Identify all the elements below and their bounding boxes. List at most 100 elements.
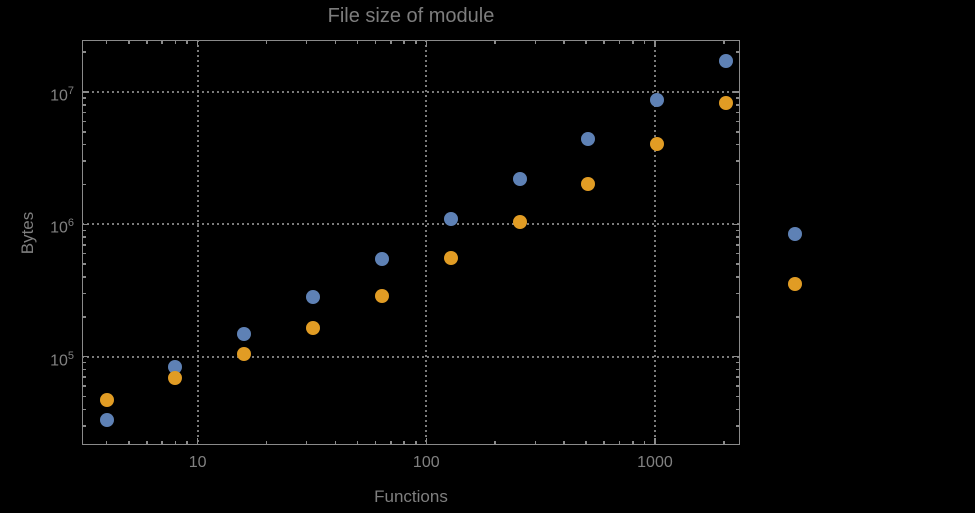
tick-mark	[82, 263, 86, 265]
tick-mark	[390, 40, 392, 44]
tick-mark	[736, 385, 740, 387]
tick-mark	[736, 263, 740, 265]
tick-mark	[82, 355, 89, 358]
tick-mark	[186, 441, 188, 445]
tick-mark	[736, 51, 740, 53]
data-point-series_blue-256	[512, 172, 527, 187]
tick-mark	[374, 40, 377, 44]
tick-mark	[632, 441, 634, 445]
tick-mark	[585, 40, 587, 44]
tick-mark	[736, 408, 740, 410]
data-point-series_blue-128	[443, 211, 458, 226]
x-tick-label: 1000	[637, 454, 673, 471]
tick-mark	[374, 441, 377, 445]
tick-mark	[733, 355, 740, 358]
tick-mark	[334, 441, 337, 445]
plot-area	[82, 40, 740, 445]
tick-mark	[196, 438, 199, 445]
tick-mark	[161, 40, 163, 44]
tick-mark	[585, 441, 587, 445]
tick-mark	[736, 143, 740, 146]
data-point-series_orange-4	[99, 392, 114, 407]
tick-mark	[733, 91, 740, 93]
tick-mark	[82, 385, 86, 387]
gridline-y-100000	[82, 355, 740, 358]
gridline-x-100	[425, 40, 428, 445]
y-tick-label: 105	[50, 349, 74, 369]
tick-mark	[534, 40, 537, 44]
tick-mark	[415, 40, 417, 44]
tick-mark	[82, 143, 86, 146]
tick-mark	[736, 252, 740, 255]
tick-mark	[82, 408, 86, 410]
tick-mark	[82, 425, 86, 427]
tick-mark	[403, 441, 405, 445]
tick-mark	[643, 40, 646, 44]
tick-mark	[82, 252, 86, 255]
tick-mark	[82, 244, 86, 246]
tick-mark	[494, 441, 496, 445]
tick-mark	[632, 40, 634, 44]
tick-mark	[736, 425, 740, 427]
data-point-series_blue-32	[306, 290, 321, 305]
tick-mark	[82, 316, 86, 318]
tick-mark	[736, 229, 740, 232]
tick-mark	[390, 441, 392, 445]
tick-mark	[736, 183, 740, 186]
tick-mark	[425, 438, 428, 445]
data-point-series_orange-32	[306, 320, 321, 335]
tick-mark	[723, 40, 725, 44]
tick-mark	[618, 40, 621, 44]
tick-mark	[736, 236, 740, 238]
tick-mark	[736, 131, 740, 133]
data-point-series_blue-512	[581, 132, 596, 147]
tick-mark	[356, 40, 359, 44]
tick-mark	[603, 441, 605, 445]
tick-mark	[305, 40, 308, 44]
tick-mark	[736, 160, 740, 162]
data-point-series_orange-16	[237, 346, 252, 361]
tick-mark	[82, 236, 86, 238]
tick-mark	[736, 316, 740, 318]
tick-mark	[265, 40, 268, 44]
tick-mark	[146, 441, 148, 445]
tick-mark	[265, 441, 268, 445]
data-point-series_blue-4	[99, 413, 114, 428]
tick-mark	[82, 223, 89, 226]
tick-mark	[128, 40, 130, 44]
tick-mark	[161, 441, 163, 445]
tick-mark	[643, 441, 646, 445]
tick-mark	[736, 104, 740, 106]
chart-title: File size of module	[327, 5, 495, 27]
tick-mark	[82, 91, 89, 93]
data-point-series_orange-8	[168, 371, 183, 386]
tick-mark	[82, 160, 86, 162]
tick-mark	[82, 97, 86, 99]
data-point-series_blue-1024	[650, 93, 665, 108]
tick-mark	[356, 441, 359, 445]
tick-mark	[105, 40, 108, 44]
tick-mark	[196, 40, 199, 47]
data-point-series_orange-256	[512, 215, 527, 230]
tick-mark	[736, 361, 740, 364]
data-point-series_blue-2048	[719, 53, 734, 68]
tick-mark	[603, 40, 605, 44]
tick-mark	[736, 368, 740, 371]
y-axis-label: Bytes	[18, 211, 37, 254]
x-tick-label: 100	[412, 454, 440, 471]
data-point-series_orange-128	[443, 251, 458, 266]
tick-mark	[563, 40, 565, 44]
tick-mark	[186, 40, 188, 44]
tick-mark	[82, 276, 86, 278]
tick-mark	[174, 441, 177, 445]
tick-mark	[736, 276, 740, 278]
tick-mark	[82, 395, 86, 398]
tick-mark	[82, 368, 86, 371]
tick-mark	[82, 183, 86, 186]
data-point-series_blue-4096	[787, 227, 802, 242]
tick-mark	[733, 223, 740, 226]
tick-mark	[425, 40, 428, 47]
tick-mark	[736, 395, 740, 398]
tick-mark	[736, 376, 740, 378]
